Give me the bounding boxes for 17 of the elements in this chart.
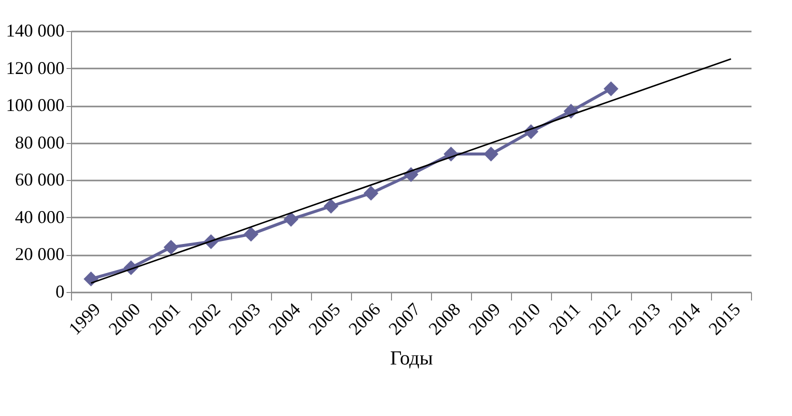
point bbox=[244, 226, 258, 242]
x-tick-label: 2011 bbox=[545, 299, 584, 338]
point bbox=[484, 146, 498, 162]
point bbox=[604, 81, 618, 96]
y-tick-label: 0 bbox=[56, 282, 64, 302]
point bbox=[284, 212, 298, 227]
y-tick-label: 40 000 bbox=[15, 206, 64, 227]
point bbox=[164, 240, 178, 255]
y-tick-label: 80 000 bbox=[15, 132, 64, 152]
y-tick-label: 60 000 bbox=[15, 170, 64, 190]
point bbox=[364, 186, 378, 201]
y-tick-label: 100 000 bbox=[6, 95, 64, 116]
x-axis-title: Годы bbox=[390, 348, 433, 370]
y-tick-label: 120 000 bbox=[6, 58, 64, 78]
y-tick-label: 140 000 bbox=[6, 20, 64, 40]
y-tick-label: 20 000 bbox=[15, 244, 64, 264]
point bbox=[324, 198, 338, 214]
